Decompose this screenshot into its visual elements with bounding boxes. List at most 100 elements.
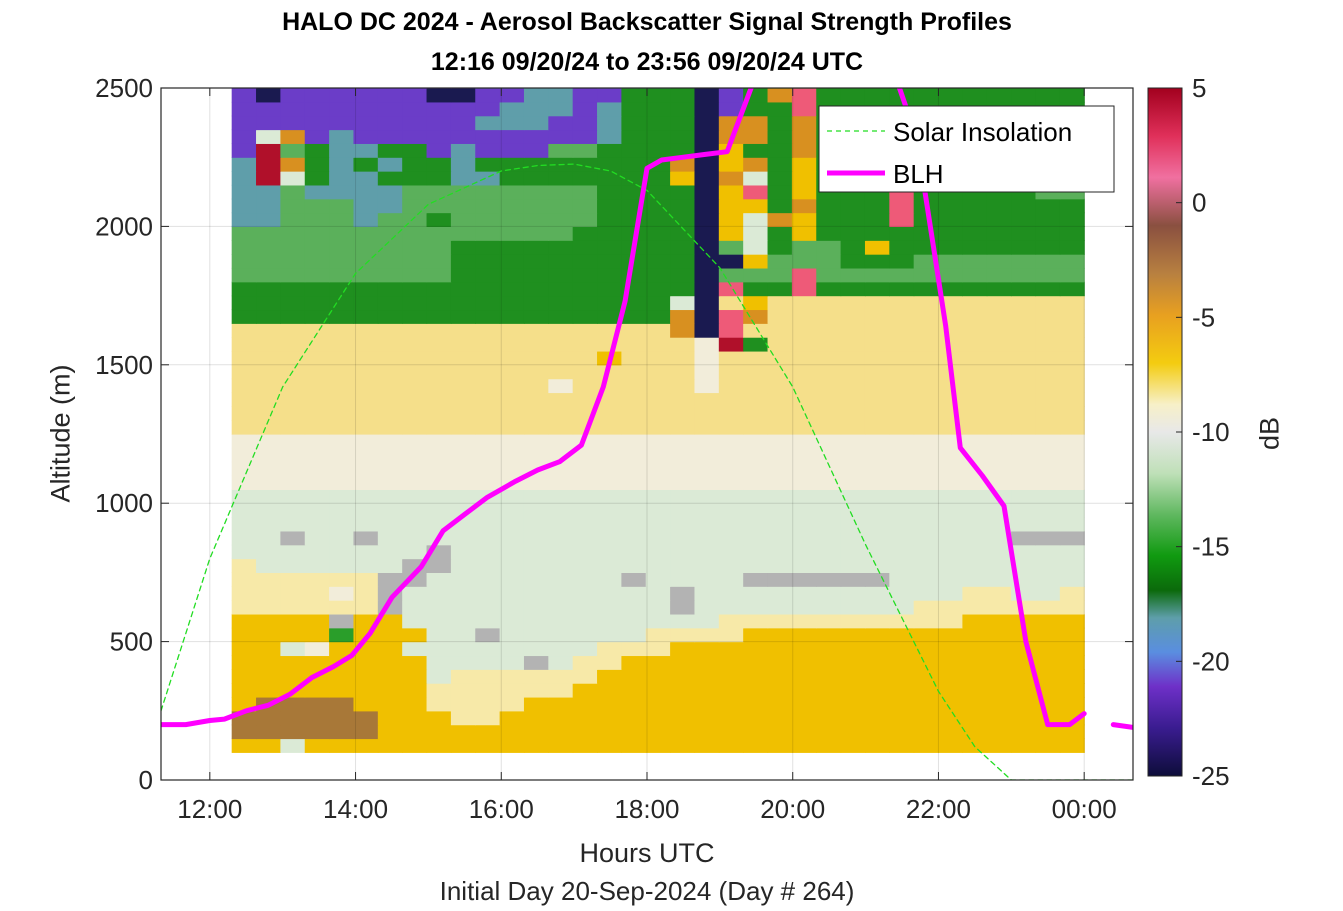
heatmap-cell: [597, 530, 622, 546]
heatmap-cell: [621, 724, 647, 740]
heatmap-cell: [231, 115, 257, 131]
heatmap-cell: [767, 281, 793, 297]
heatmap-cell: [743, 420, 769, 435]
heatmap-cell: [816, 461, 842, 477]
heatmap-cell: [231, 88, 257, 103]
heatmap-cell: [353, 475, 379, 490]
heatmap-cell: [791, 406, 817, 421]
heatmap-cell: [523, 240, 549, 255]
heatmap-cell: [402, 447, 428, 463]
heatmap-cell: [231, 517, 257, 532]
heatmap-cell: [402, 530, 428, 546]
heatmap-cell: [1011, 530, 1037, 546]
heatmap-cell: [377, 254, 403, 269]
heatmap-cell: [231, 392, 257, 407]
heatmap-cell: [791, 115, 817, 131]
heatmap-cell: [743, 517, 769, 532]
heatmap-cell: [499, 586, 525, 601]
heatmap-cell: [718, 226, 744, 241]
heatmap-cell: [353, 171, 379, 186]
heatmap-cell: [816, 378, 842, 394]
heatmap-cell: [743, 295, 769, 311]
heatmap-cell: [499, 157, 525, 172]
heatmap-cell: [353, 613, 379, 629]
heatmap-cell: [767, 115, 793, 131]
heatmap-cell: [743, 586, 769, 601]
heatmap-cell: [499, 696, 525, 712]
heatmap-cell: [840, 88, 866, 89]
heatmap-cell: [377, 88, 403, 103]
heatmap-cell: [426, 295, 452, 311]
heatmap-cell: [597, 655, 622, 670]
heatmap-cell: [645, 267, 671, 283]
heatmap-cell: [938, 683, 963, 698]
heatmap-cell: [889, 281, 915, 297]
heatmap-cell: [523, 364, 549, 380]
heatmap-cell: [718, 184, 744, 200]
heatmap-cell: [791, 572, 817, 587]
heatmap-cell: [743, 309, 769, 324]
heatmap-cell: [280, 88, 306, 103]
heatmap-cell: [791, 489, 817, 504]
heatmap-cell: [572, 254, 598, 269]
heatmap-cell: [694, 724, 720, 740]
heatmap-cell: [621, 364, 647, 380]
heatmap-cell: [645, 350, 671, 366]
heatmap-cell: [377, 184, 403, 200]
heatmap-cell: [475, 295, 501, 311]
heatmap-cell: [791, 738, 817, 753]
heatmap-cell: [816, 323, 842, 338]
heatmap-cell: [791, 696, 817, 712]
heatmap-cell: [377, 710, 403, 726]
heatmap-cell: [329, 669, 355, 684]
heatmap-cell: [670, 461, 696, 477]
heatmap-cell: [1059, 530, 1085, 546]
heatmap-cell: [645, 489, 671, 504]
heatmap-cell: [962, 530, 988, 546]
heatmap-cell: [280, 323, 306, 338]
heatmap-cell: [450, 586, 476, 601]
heatmap-cell: [523, 267, 549, 283]
colorbar-tick-label: -25: [1192, 761, 1230, 791]
heatmap-cell: [597, 281, 622, 297]
heatmap-cell: [816, 613, 842, 629]
heatmap-cell: [670, 572, 696, 587]
heatmap-cell: [377, 323, 403, 338]
heatmap-cell: [572, 613, 598, 629]
heatmap-cell: [280, 558, 306, 573]
heatmap-cell: [523, 184, 549, 200]
heatmap-cell: [1059, 503, 1085, 518]
heatmap-cell: [402, 627, 428, 643]
heatmap-cell: [791, 544, 817, 560]
heatmap-cell: [548, 738, 574, 753]
heatmap-cell: [597, 171, 622, 186]
heatmap-cell: [645, 475, 671, 490]
heatmap-cell: [256, 475, 281, 490]
heatmap-cell: [475, 157, 501, 172]
heatmap-cell: [816, 544, 842, 560]
heatmap-cell: [1011, 683, 1037, 698]
heatmap-cell: [1011, 461, 1037, 477]
heatmap-cell: [280, 226, 306, 241]
heatmap-cell: [231, 171, 257, 186]
heatmap-cell: [962, 309, 988, 324]
heatmap-cell: [864, 683, 890, 698]
heatmap-cell: [475, 198, 501, 214]
heatmap-cell: [913, 489, 939, 504]
heatmap-cell: [767, 392, 793, 407]
heatmap-cell: [597, 669, 622, 684]
heatmap-cell: [816, 295, 842, 311]
heatmap-cell: [791, 724, 817, 740]
heatmap-cell: [475, 669, 501, 684]
heatmap-cell: [402, 586, 428, 601]
heatmap-cell: [304, 710, 330, 726]
heatmap-cell: [231, 364, 257, 380]
heatmap-cell: [621, 627, 647, 643]
heatmap-cell: [402, 392, 428, 407]
heatmap-cell: [548, 171, 574, 186]
heatmap-cell: [475, 710, 501, 726]
heatmap-cell: [377, 240, 403, 255]
heatmap-cell: [718, 406, 744, 421]
heatmap-cell: [548, 226, 574, 241]
heatmap-cell: [1059, 544, 1085, 560]
